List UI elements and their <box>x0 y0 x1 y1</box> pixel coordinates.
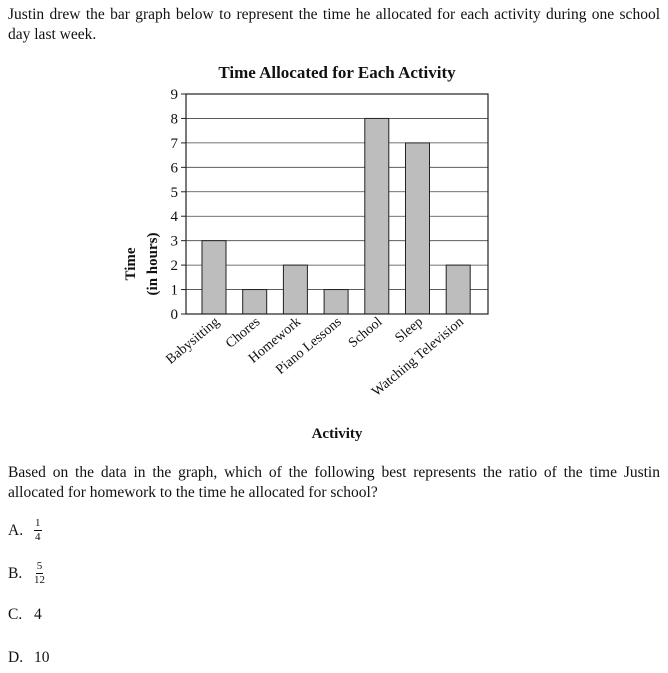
bar-homework <box>282 264 308 315</box>
choice-d[interactable]: D. 10 <box>8 649 50 667</box>
bar-watching-television <box>445 264 471 315</box>
y-tick-label: 4 <box>171 209 179 225</box>
x-tick-label: School <box>346 315 386 352</box>
question-text: Based on the data in the graph, which of… <box>8 464 660 501</box>
choice-b-numerator: 5 <box>35 560 44 574</box>
choice-b-letter: B. <box>8 564 23 582</box>
bar-piano-lessons <box>323 289 349 315</box>
plot-frame <box>185 93 489 315</box>
y-axis-label: Time <box>123 247 139 280</box>
bar-babysitting <box>201 240 227 315</box>
chart-title: Time Allocated for Each Activity <box>218 63 456 82</box>
bar-chores <box>242 289 268 315</box>
choice-b-fraction: 5 12 <box>34 561 45 586</box>
x-axis-label: Activity <box>312 426 363 442</box>
choice-c-letter: C. <box>8 606 23 623</box>
y-tick-label: 5 <box>171 185 179 201</box>
choice-d-letter: D. <box>8 649 24 666</box>
bar-chart: Time Allocated for Each Activity 0 1 2 3 4 5 6… <box>123 63 489 442</box>
bar-sleep <box>405 142 430 315</box>
x-tick-label: Sleep <box>393 315 426 346</box>
choice-a-denominator: 4 <box>35 531 41 543</box>
y-tick-label: 7 <box>171 136 179 152</box>
choice-b-denominator: 12 <box>34 574 45 586</box>
y-tick-label: 2 <box>171 258 179 274</box>
y-tick-label: 3 <box>171 234 179 250</box>
choice-a[interactable]: A. 1 4 <box>8 518 42 543</box>
y-tick-label: 0 <box>171 307 179 323</box>
bar-school <box>364 117 390 315</box>
y-axis-label-sub: (in hours) <box>145 233 161 296</box>
choice-a-fraction: 1 4 <box>34 518 42 543</box>
y-axis-ticks: 0 1 2 3 4 5 6 7 8 9 <box>171 87 186 323</box>
choice-c-value: 4 <box>34 606 42 623</box>
y-tick-label: 8 <box>171 111 179 127</box>
intro-text: Justin drew the bar graph below to repre… <box>8 6 660 43</box>
choice-b[interactable]: B. 5 12 <box>8 561 45 586</box>
choice-a-letter: A. <box>8 521 24 539</box>
y-tick-label: 1 <box>171 283 179 299</box>
y-tick-label: 9 <box>171 87 179 103</box>
bars <box>201 117 471 315</box>
y-tick-label: 6 <box>171 160 179 176</box>
gridlines <box>186 118 488 290</box>
choice-c[interactable]: C. 4 <box>8 606 42 624</box>
choice-d-value: 10 <box>34 649 50 666</box>
choice-a-numerator: 1 <box>34 517 42 531</box>
